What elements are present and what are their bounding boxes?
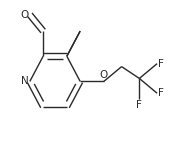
Text: F: F (158, 59, 164, 69)
Text: O: O (100, 70, 108, 80)
Text: F: F (136, 100, 142, 110)
Text: O: O (21, 10, 29, 20)
Text: N: N (21, 76, 29, 86)
Text: F: F (158, 88, 164, 98)
